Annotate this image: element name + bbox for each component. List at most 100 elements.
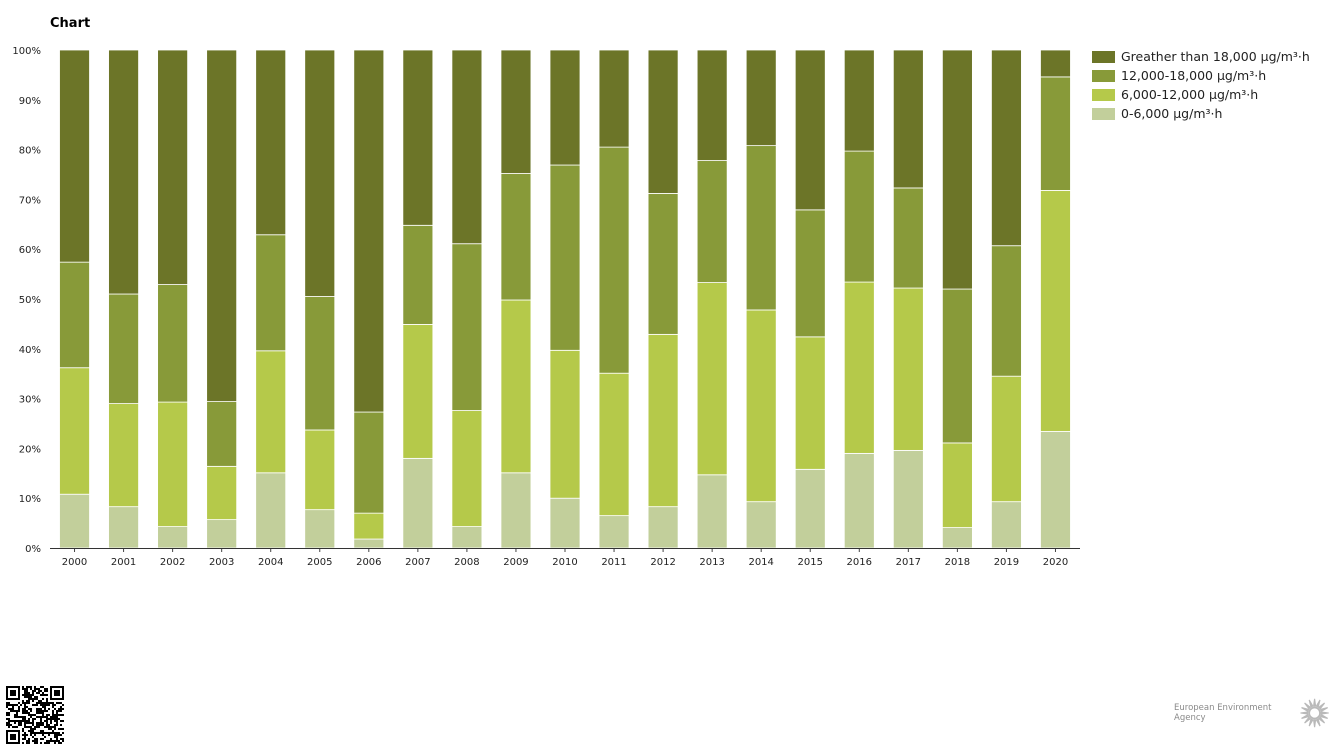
agency-name: European Environment Agency (1174, 703, 1272, 723)
bar-segment (255, 350, 287, 474)
bar-segment (843, 49, 875, 152)
bar-segment (745, 49, 777, 147)
bar-segment (402, 457, 434, 549)
bar-segment (353, 411, 385, 514)
bar-segment (304, 509, 336, 549)
bar-segment (206, 465, 238, 521)
x-tick-label: 2007 (405, 557, 430, 568)
bar-segment (108, 506, 139, 549)
y-tick-label: 100% (12, 46, 41, 57)
bar-segment (108, 403, 139, 508)
bar-segment (402, 323, 434, 459)
bar-segment (696, 160, 728, 283)
legend-item-12000-18000[interactable]: 12,000-18,000 µg/m³·h (1092, 66, 1310, 85)
bar-segment (206, 519, 238, 549)
x-tick-label: 2014 (748, 557, 773, 568)
bar-segment (500, 173, 532, 301)
bar-segment (157, 284, 189, 403)
bar-segment (696, 49, 728, 161)
qr-code-icon[interactable] (6, 686, 64, 744)
x-tick-label: 2005 (307, 557, 332, 568)
eea-footer-logo[interactable]: European Environment Agency (1174, 696, 1330, 730)
bar-segment (206, 401, 238, 467)
bar-segment (59, 49, 90, 263)
x-tick-label: 2012 (650, 557, 675, 568)
legend-item-gt-18000[interactable]: Greather than 18,000 µg/m³·h (1092, 47, 1310, 66)
bar-segment (451, 526, 483, 549)
bar-segment (892, 287, 924, 451)
bar-segment (255, 472, 287, 549)
bar-segment (402, 49, 434, 226)
legend-label: 6,000-12,000 µg/m³·h (1121, 87, 1259, 102)
bar-segment (991, 501, 1022, 549)
bar-segment (647, 333, 679, 508)
bar-segment (647, 49, 679, 194)
legend-swatch (1092, 88, 1115, 101)
bar-segment (549, 49, 581, 166)
x-tick-label: 2017 (896, 557, 921, 568)
bar-segment (59, 261, 90, 369)
bar-segment (794, 468, 826, 549)
x-tick-label: 2011 (601, 557, 626, 568)
bar-segment (304, 49, 336, 297)
x-tick-label: 2010 (552, 557, 577, 568)
bar-segment (794, 209, 826, 338)
bar-segment (353, 538, 385, 549)
bar-segment (794, 336, 826, 470)
bar-segment (451, 243, 483, 411)
x-tick-label: 2013 (699, 557, 724, 568)
bar-segment (451, 49, 483, 245)
bar-segment (1040, 76, 1071, 191)
bar-segment (991, 245, 1022, 377)
legend-swatch (1092, 107, 1115, 120)
bar-segment (598, 146, 630, 374)
bar-segment (451, 410, 483, 527)
y-tick-label: 40% (19, 345, 41, 356)
x-tick-label: 2016 (847, 557, 872, 568)
bar-segment (696, 474, 728, 549)
x-tick-label: 2019 (994, 557, 1019, 568)
stacked-bar-chart: 0% 10% 20% 30% 40% 50% 60% 70% 80% 90% 100% 2000 200… (12, 46, 1080, 568)
x-tick-label: 2006 (356, 557, 381, 568)
bar-segment (549, 349, 581, 499)
bar-segment (500, 299, 532, 474)
x-tick-label: 2015 (798, 557, 823, 568)
legend-label: Greather than 18,000 µg/m³·h (1121, 49, 1310, 64)
x-tick-label: 2018 (945, 557, 970, 568)
bar-segment (1040, 431, 1071, 549)
legend-item-6000-12000[interactable]: 6,000-12,000 µg/m³·h (1092, 85, 1310, 104)
bar-segment (941, 288, 973, 444)
bar-segment (500, 472, 532, 549)
chart-title: Chart (50, 16, 91, 31)
bar-segment (892, 449, 924, 549)
legend-label: 0-6,000 µg/m³·h (1121, 106, 1223, 121)
bar-segment (598, 49, 630, 148)
bar-segment (157, 401, 189, 527)
legend-swatch (1092, 50, 1115, 63)
y-tick-label: 70% (19, 195, 41, 206)
bar-segment (941, 442, 973, 528)
bar-segment (549, 164, 581, 351)
x-tick-label: 2001 (111, 557, 136, 568)
bar-segment (59, 367, 90, 495)
bar-segment (108, 49, 139, 295)
bar-segment (843, 452, 875, 549)
bar-segment (1040, 190, 1071, 432)
x-tick-label: 2003 (209, 557, 234, 568)
bar-segment (745, 145, 777, 311)
bar-segment (108, 293, 139, 404)
bar-segment (745, 501, 777, 549)
bar-segment (745, 309, 777, 503)
y-tick-label: 50% (19, 295, 41, 306)
legend-swatch (1092, 69, 1115, 82)
x-tick-label: 2000 (62, 557, 87, 568)
x-tick-label: 2004 (258, 557, 283, 568)
bar-segment (353, 512, 385, 540)
bar-segment (941, 49, 973, 290)
legend-item-0-6000[interactable]: 0-6,000 µg/m³·h (1092, 104, 1310, 123)
y-tick-label: 60% (19, 245, 41, 256)
bar-segment (843, 281, 875, 454)
bar-segment (696, 282, 728, 476)
bar-segment (892, 187, 924, 289)
y-tick-label: 30% (19, 395, 41, 406)
